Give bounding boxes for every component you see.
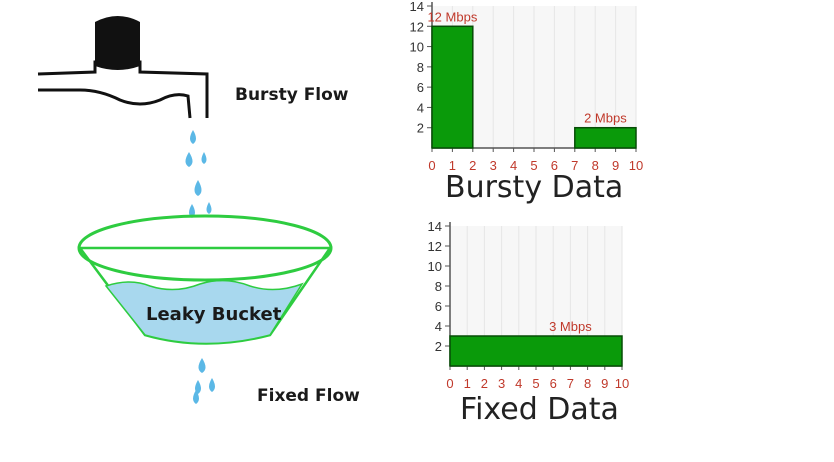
y-tick-label: 6 — [417, 80, 424, 95]
faucet-icon — [37, 16, 209, 119]
y-tick-label: 12 — [410, 19, 424, 34]
x-tick-label: 7 — [571, 158, 578, 173]
x-tick-label: 3 — [498, 376, 505, 391]
x-tick-label: 4 — [510, 158, 517, 173]
x-tick-label: 6 — [550, 376, 557, 391]
x-tick-label: 10 — [615, 376, 629, 391]
y-tick-label: 2 — [435, 339, 442, 354]
x-tick-label: 3 — [490, 158, 497, 173]
bar — [431, 25, 474, 149]
fixed-flow-label: Fixed Flow — [257, 386, 360, 406]
bursty-flow-label: Bursty Flow — [235, 85, 349, 105]
y-tick-label: 10 — [410, 40, 424, 55]
x-tick-label: 1 — [449, 158, 456, 173]
y-tick-label: 6 — [435, 299, 442, 314]
x-tick-label: 1 — [464, 376, 471, 391]
y-tick-label: 10 — [428, 259, 442, 274]
x-tick-label: 7 — [567, 376, 574, 391]
fixed-data-title: Fixed Data — [460, 392, 619, 427]
x-tick-label: 0 — [446, 376, 453, 391]
x-tick-label: 2 — [481, 376, 488, 391]
water-drops-top — [185, 130, 212, 218]
y-tick-label: 8 — [435, 279, 442, 294]
x-tick-label: 2 — [469, 158, 476, 173]
x-tick-label: 8 — [592, 158, 599, 173]
y-tick-label: 4 — [417, 100, 424, 115]
y-tick-label: 14 — [428, 219, 442, 234]
x-tick-label: 6 — [551, 158, 558, 173]
y-tick-label: 4 — [435, 319, 442, 334]
bursty-data-title: Bursty Data — [445, 170, 624, 205]
x-tick-label: 5 — [532, 376, 539, 391]
bucket-icon — [77, 214, 333, 345]
leaky-bucket-label: Leaky Bucket — [146, 304, 282, 325]
bar — [574, 126, 637, 149]
y-tick-label: 14 — [410, 0, 424, 14]
bar-label: 3 Mbps — [549, 319, 592, 334]
y-tick-label: 2 — [417, 121, 424, 136]
y-tick-label: 12 — [428, 239, 442, 254]
x-tick-label: 5 — [530, 158, 537, 173]
x-tick-label: 9 — [612, 158, 619, 173]
y-tick-label: 8 — [417, 60, 424, 75]
water-drops-bottom — [193, 358, 215, 404]
bar-label: 12 Mbps — [427, 9, 477, 24]
bar-label: 2 Mbps — [584, 111, 627, 126]
x-tick-label: 10 — [629, 158, 643, 173]
x-tick-label: 9 — [601, 376, 608, 391]
x-tick-label: 4 — [515, 376, 522, 391]
x-tick-label: 0 — [428, 158, 435, 173]
bar — [449, 335, 623, 367]
x-tick-label: 8 — [584, 376, 591, 391]
